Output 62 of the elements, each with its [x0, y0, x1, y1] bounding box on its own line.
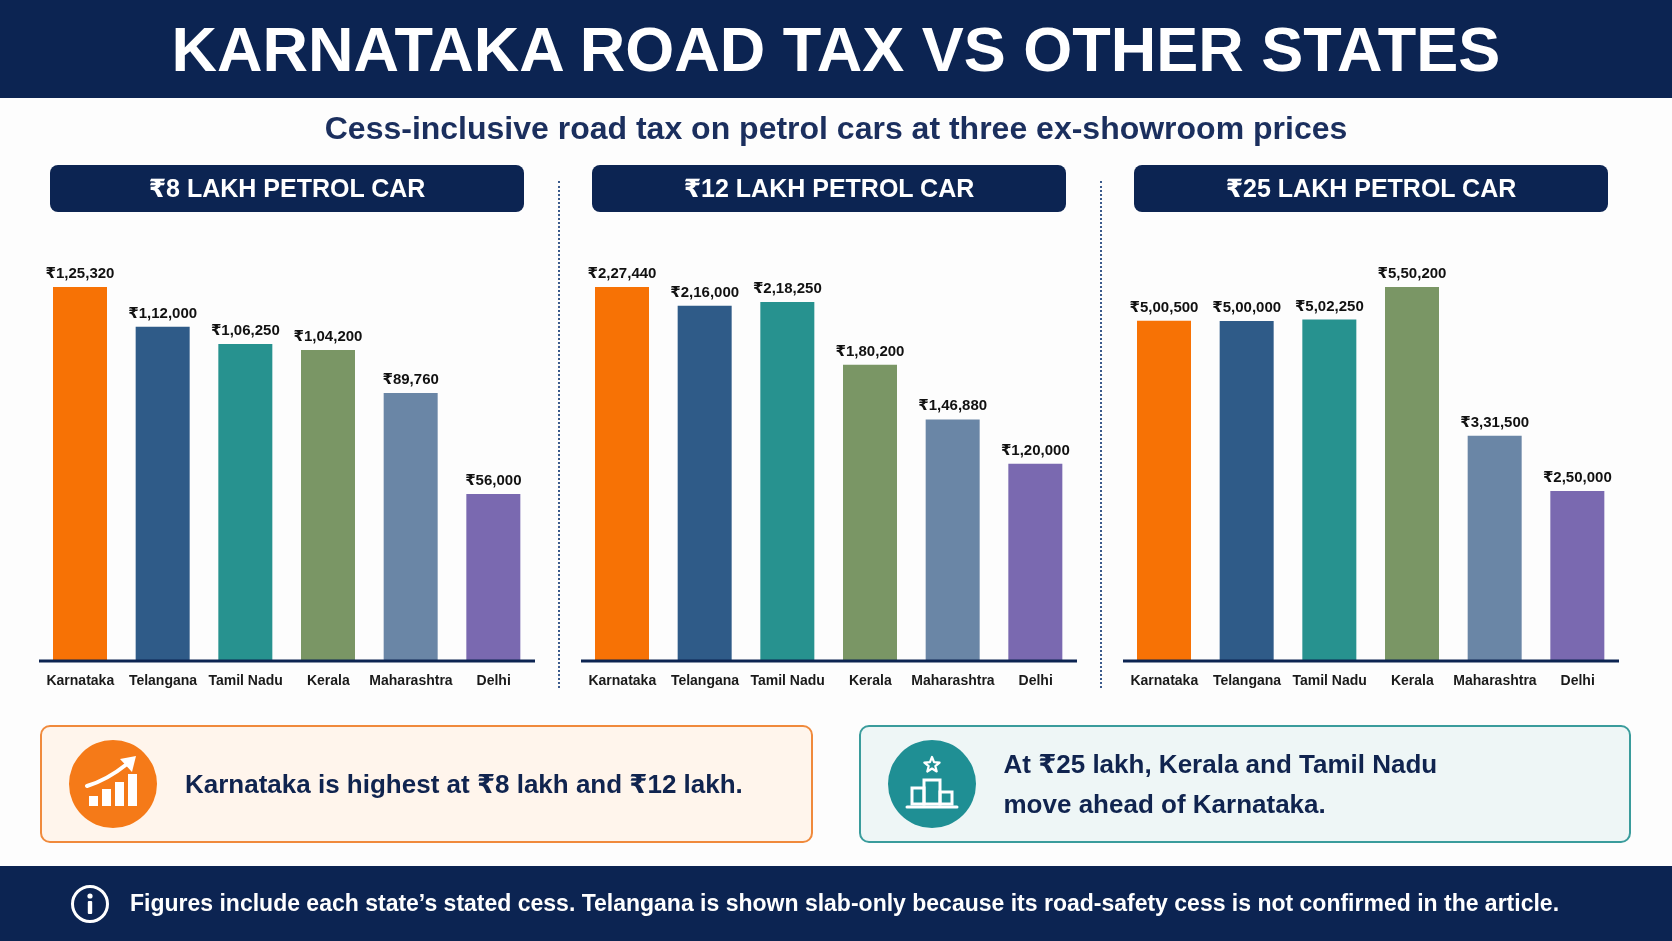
- x-tick-label: Maharashtra: [369, 671, 453, 688]
- x-tick-label: Delhi: [476, 671, 511, 688]
- x-tick-label: Delhi: [1560, 671, 1595, 688]
- x-tick-label: Maharashtra: [911, 671, 995, 688]
- x-tick-label: Karnataka: [1130, 671, 1199, 688]
- bar: [760, 302, 815, 661]
- x-tick-label: Maharashtra: [1453, 671, 1537, 688]
- data-label: ₹5,00,500: [1129, 297, 1199, 315]
- data-label: ₹1,04,200: [293, 327, 363, 345]
- bar: [218, 343, 273, 661]
- data-label: ₹2,16,000: [670, 282, 740, 300]
- chart-title: ₹12 LAKH PETROL CAR: [683, 174, 975, 202]
- x-tick-label: Telangana: [1212, 671, 1282, 688]
- data-label: ₹5,00,000: [1212, 298, 1282, 316]
- bar: [1137, 320, 1191, 661]
- data-label: ₹3,31,500: [1460, 412, 1530, 430]
- data-label: ₹1,80,200: [835, 341, 905, 359]
- bar: [1385, 287, 1439, 661]
- data-label: ₹1,25,320: [45, 264, 115, 281]
- text: KARNATAKA ROAD TAX VS OTHER STATES: [171, 13, 1501, 84]
- x-tick-label: Delhi: [1018, 671, 1053, 688]
- bar: [1302, 319, 1357, 661]
- x-tick-label: Kerala: [848, 671, 892, 688]
- x-tick-label: Tamil Nadu: [1292, 671, 1367, 688]
- bar: [843, 364, 897, 661]
- bar: [1550, 491, 1605, 661]
- data-label: ₹89,760: [382, 370, 439, 388]
- x-tick-label: Karnataka: [588, 671, 657, 688]
- bar: [53, 287, 107, 661]
- x-tick-label: Tamil Nadu: [208, 671, 283, 688]
- text: At ₹25 lakh, Kerala and Tamil Nadu move ahead of Karnataka.: [1003, 749, 1438, 819]
- data-label: ₹2,18,250: [752, 279, 822, 297]
- x-tick-label: Kerala: [306, 671, 350, 688]
- data-label: ₹56,000: [465, 470, 522, 488]
- x-tick-label: Kerala: [1390, 671, 1434, 688]
- bar: [1219, 321, 1274, 661]
- bar: [1008, 463, 1063, 661]
- x-tick-label: Telangana: [670, 671, 740, 688]
- bar: [383, 393, 438, 661]
- bar: [1467, 435, 1522, 661]
- chart-title: ₹8 LAKH PETROL CAR: [148, 174, 426, 202]
- text: Figures include each state’s stated cess. Telangana is shown slab-only because its road-safety cess is not confirmed in the article.: [130, 890, 1560, 916]
- data-label: ₹1,46,880: [918, 396, 988, 414]
- data-label: ₹1,12,000: [128, 303, 198, 321]
- data-label: ₹2,27,440: [587, 264, 657, 281]
- bar: [301, 350, 355, 661]
- bar: [925, 419, 980, 661]
- data-label: ₹2,50,000: [1542, 468, 1612, 486]
- data-label: ₹1,06,250: [210, 320, 280, 338]
- x-tick-label: Karnataka: [46, 671, 115, 688]
- bar: [466, 493, 521, 661]
- bar: [135, 326, 190, 661]
- data-label: ₹1,20,000: [1000, 440, 1070, 458]
- data-label: ₹5,50,200: [1377, 264, 1447, 281]
- x-tick-label: Tamil Nadu: [750, 671, 825, 688]
- text: Cess-inclusive road tax on petrol cars at three ex-showroom prices: [324, 110, 1348, 146]
- bar: [677, 305, 732, 661]
- bar: [595, 287, 649, 661]
- data-label: ₹5,02,250: [1294, 296, 1364, 314]
- text: Karnataka is highest at ₹8 lakh and ₹12 lakh.: [185, 769, 743, 799]
- x-tick-label: Telangana: [128, 671, 198, 688]
- chart-title: ₹25 LAKH PETROL CAR: [1225, 174, 1517, 202]
